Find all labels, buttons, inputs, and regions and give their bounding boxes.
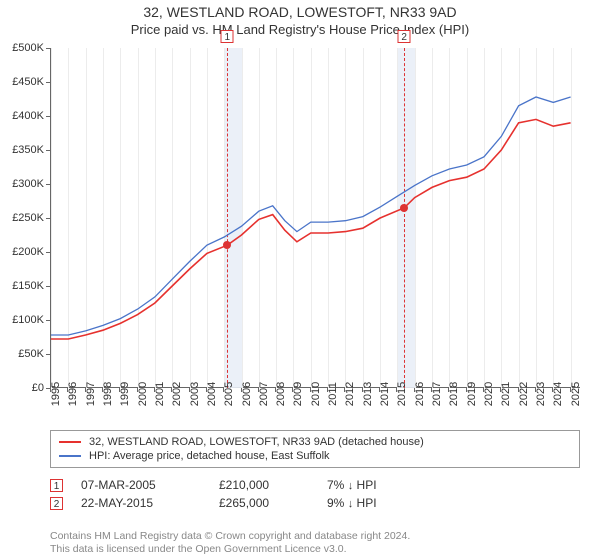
sale-row-date: 22-MAY-2015	[81, 496, 201, 510]
x-axis-label: 2022	[518, 382, 530, 406]
x-axis-label: 2003	[189, 382, 201, 406]
legend: 32, WESTLAND ROAD, LOWESTOFT, NR33 9AD (…	[50, 430, 580, 468]
x-axis-label: 2015	[396, 382, 408, 406]
legend-row: 32, WESTLAND ROAD, LOWESTOFT, NR33 9AD (…	[59, 435, 571, 449]
page-title: 32, WESTLAND ROAD, LOWESTOFT, NR33 9AD	[0, 0, 600, 20]
y-axis-label: £250K	[12, 212, 44, 224]
legend-label: 32, WESTLAND ROAD, LOWESTOFT, NR33 9AD (…	[89, 436, 424, 448]
sale-row: 1 07-MAR-2005 £210,000 7% ↓ HPI	[50, 476, 580, 494]
x-axis-label: 1996	[67, 382, 79, 406]
sale-row-marker: 1	[50, 479, 63, 492]
x-axis-label: 2025	[570, 382, 582, 406]
legend-label: HPI: Average price, detached house, East…	[89, 450, 330, 462]
x-axis-label: 2023	[535, 382, 547, 406]
series-property	[51, 119, 571, 339]
y-axis-label: £450K	[12, 76, 44, 88]
y-axis-label: £200K	[12, 246, 44, 258]
y-axis-label: £100K	[12, 314, 44, 326]
page-subtitle: Price paid vs. HM Land Registry's House …	[0, 20, 600, 37]
sale-marker-box: 1	[221, 30, 234, 43]
x-axis-label: 2002	[171, 382, 183, 406]
x-axis-label: 1995	[50, 382, 62, 406]
sale-marker-dot	[223, 241, 231, 249]
attrib-line-1: Contains HM Land Registry data © Crown c…	[50, 530, 580, 543]
attrib-line-2: This data is licensed under the Open Gov…	[50, 543, 580, 556]
x-axis-label: 2006	[241, 382, 253, 406]
x-axis-label: 2009	[292, 382, 304, 406]
x-axis-label: 2018	[448, 382, 460, 406]
x-axis-label: 2020	[483, 382, 495, 406]
y-axis-label: £350K	[12, 144, 44, 156]
x-axis-label: 2019	[466, 382, 478, 406]
x-axis-label: 2016	[414, 382, 426, 406]
x-axis-label: 2008	[275, 382, 287, 406]
sale-marker-box: 2	[398, 30, 411, 43]
attribution: Contains HM Land Registry data © Crown c…	[50, 530, 580, 556]
x-axis-label: 1997	[85, 382, 97, 406]
x-axis-label: 2011	[327, 382, 339, 406]
legend-swatch	[59, 441, 81, 443]
y-axis-label: £150K	[12, 280, 44, 292]
sale-row-price: £265,000	[219, 496, 309, 510]
x-axis-label: 1999	[119, 382, 131, 406]
sales-table: 1 07-MAR-2005 £210,000 7% ↓ HPI 2 22-MAY-2015…	[50, 476, 580, 512]
y-axis-label: £0	[32, 382, 44, 394]
series-lines	[51, 48, 581, 388]
sale-marker-dot	[400, 204, 408, 212]
x-axis-label: 2013	[362, 382, 374, 406]
chart: 12 £0£50K£100K£150K£200K£250K£300K£350K£…	[50, 48, 580, 388]
y-axis-label: £50K	[18, 348, 44, 360]
x-axis-label: 2017	[431, 382, 443, 406]
x-axis-label: 2010	[310, 382, 322, 406]
x-axis-label: 2024	[552, 382, 564, 406]
sale-row-marker: 2	[50, 497, 63, 510]
y-axis-label: £300K	[12, 178, 44, 190]
x-axis-label: 2000	[137, 382, 149, 406]
legend-row: HPI: Average price, detached house, East…	[59, 449, 571, 463]
sale-row-delta: 7% ↓ HPI	[327, 478, 417, 492]
sale-row-delta: 9% ↓ HPI	[327, 496, 417, 510]
x-axis-label: 2005	[223, 382, 235, 406]
y-axis-label: £400K	[12, 110, 44, 122]
legend-swatch	[59, 455, 81, 457]
sale-row-date: 07-MAR-2005	[81, 478, 201, 492]
sale-row: 2 22-MAY-2015 £265,000 9% ↓ HPI	[50, 494, 580, 512]
x-axis-label: 2001	[154, 382, 166, 406]
plot-area: 12	[50, 48, 580, 388]
x-axis-label: 1998	[102, 382, 114, 406]
x-axis-label: 2012	[344, 382, 356, 406]
y-axis-label: £500K	[12, 42, 44, 54]
sale-row-price: £210,000	[219, 478, 309, 492]
x-axis-label: 2007	[258, 382, 270, 406]
x-axis-label: 2004	[206, 382, 218, 406]
series-hpi	[51, 97, 571, 335]
x-axis-label: 2014	[379, 382, 391, 406]
x-axis-label: 2021	[500, 382, 512, 406]
